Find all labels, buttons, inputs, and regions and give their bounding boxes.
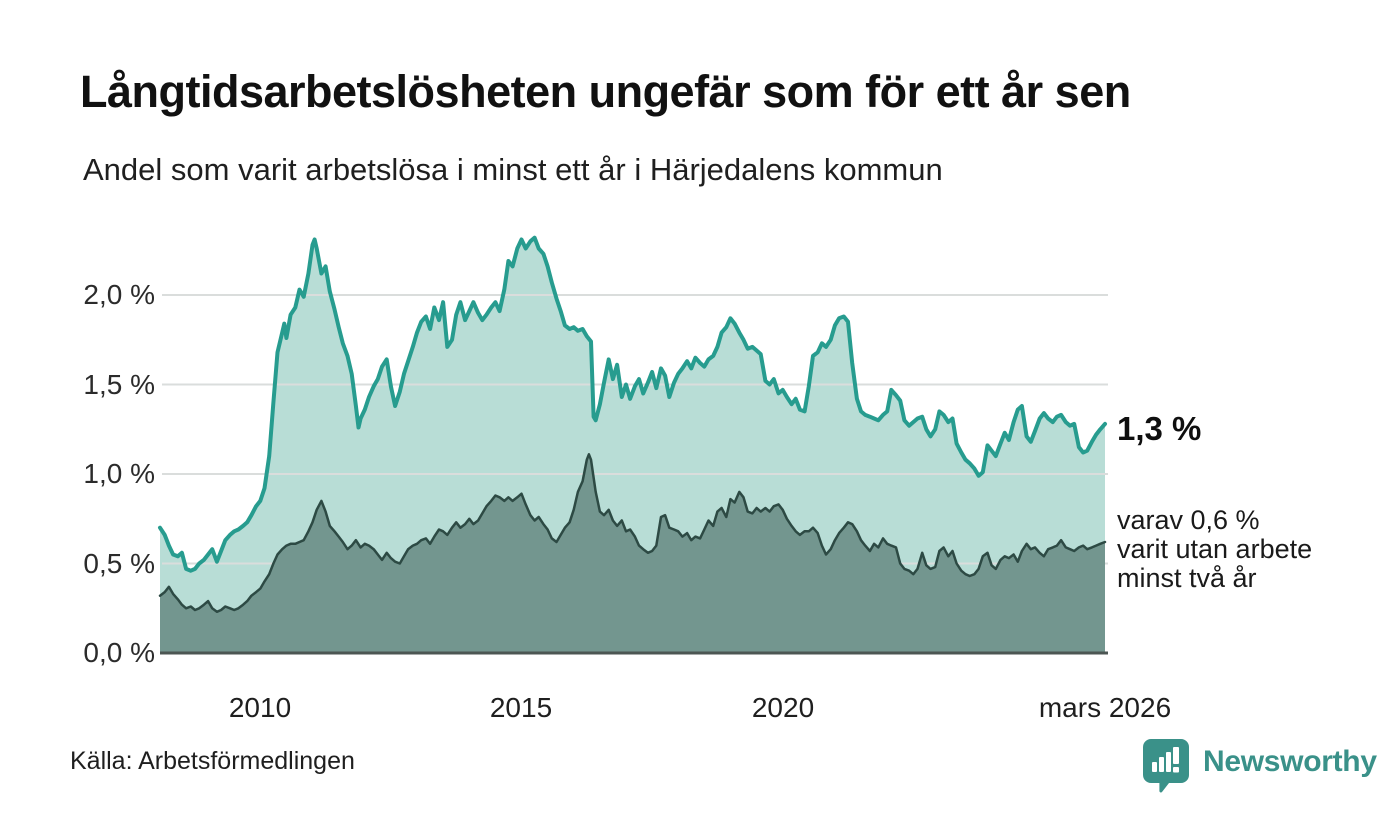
secondary-annotation-line: minst två år: [1117, 563, 1257, 593]
y-axis-tick: 0,5 %: [83, 547, 155, 579]
y-axis-tick: 0,0 %: [83, 637, 155, 668]
newsworthy-speech-bubble-bar-chart-icon: [1143, 739, 1189, 793]
newsworthy-logo: Newsworthy: [1143, 739, 1377, 793]
x-axis-tick: mars 2026: [1038, 692, 1172, 723]
secondary-annotation-line: varit utan arbete: [1117, 534, 1313, 564]
newsworthy-wordmark: Newsworthy: [1203, 745, 1377, 778]
x-axis-tick: 2015: [489, 692, 553, 723]
y-axis-tick: 1,5 %: [83, 368, 155, 400]
page-title: Långtidsarbetslösheten ungefär som för e…: [80, 66, 1131, 117]
secondary-annotation: varav 0,6 % varit utan arbete minst två …: [1117, 506, 1312, 593]
source-caption: Källa: Arbetsförmedlingen: [70, 747, 355, 775]
latest-value-label: 1,3 %: [1117, 410, 1202, 447]
x-axis-tick: 2020: [751, 692, 815, 723]
x-axis-tick: 2010: [228, 692, 292, 723]
y-axis-tick: 1,0 %: [83, 458, 155, 489]
secondary-annotation-line: varav 0,6 %: [1117, 505, 1260, 535]
page-subtitle: Andel som varit arbetslösa i minst ett å…: [83, 152, 943, 187]
y-axis-tick: 2,0 %: [83, 279, 155, 310]
